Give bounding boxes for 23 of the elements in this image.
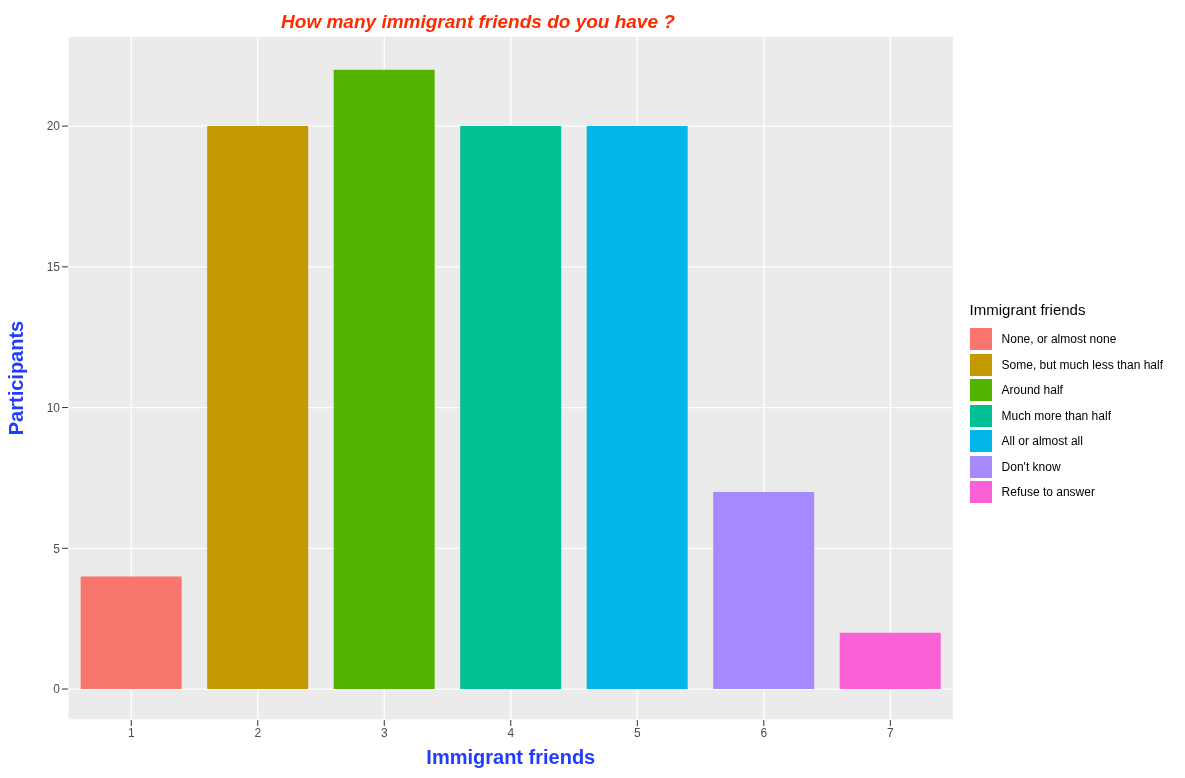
y-tick-label: 15 xyxy=(46,260,61,275)
legend-title: Immigrant friends xyxy=(969,301,1087,319)
x-tick-label: 4 xyxy=(507,725,515,740)
y-tick-label: 5 xyxy=(53,541,61,556)
x-tick-label: 5 xyxy=(633,725,641,740)
legend-label: Don't know xyxy=(1001,459,1061,474)
y-axis-title: Participants xyxy=(5,320,28,436)
x-tick-label: 1 xyxy=(127,725,135,740)
legend-label: None, or almost none xyxy=(1001,332,1117,346)
x-tick-label: 6 xyxy=(760,725,768,740)
y-tick-label: 20 xyxy=(46,119,61,134)
x-axis-title: Immigrant friends xyxy=(426,746,596,768)
chart-title: How many immigrant friends do you have ? xyxy=(280,10,676,34)
y-tick-label: 10 xyxy=(46,400,61,415)
legend-label: Refuse to answer xyxy=(1001,485,1095,499)
legend-label: Much more than half xyxy=(1001,408,1111,423)
x-tick-label: 7 xyxy=(886,725,894,740)
legend-label: Some, but much less than half xyxy=(1001,357,1163,372)
x-tick-label: 2 xyxy=(254,725,262,740)
y-tick-label: 0 xyxy=(53,682,61,697)
legend-label: Around half xyxy=(1001,383,1063,397)
x-tick-label: 3 xyxy=(380,725,388,740)
legend-label: All or almost all xyxy=(1001,434,1083,448)
